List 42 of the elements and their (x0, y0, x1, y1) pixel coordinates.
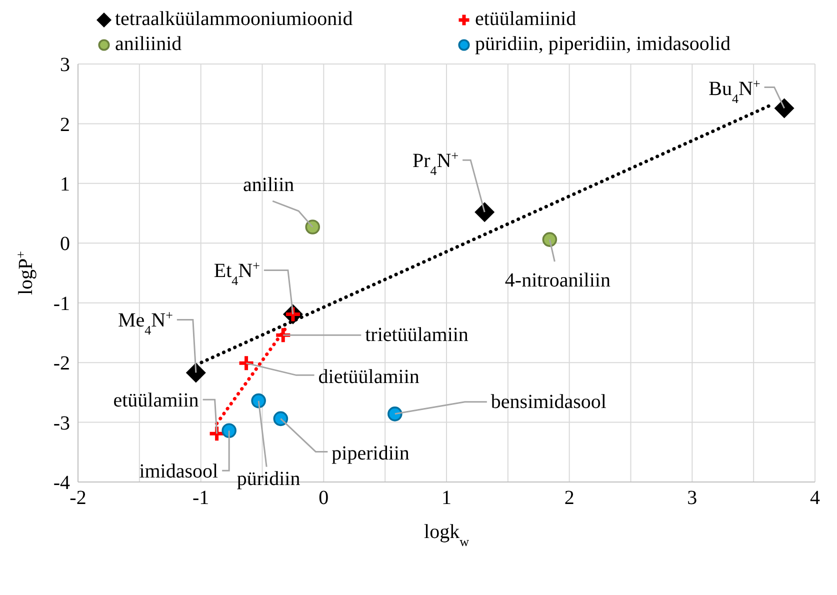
annotation: Me$_{4}$N$^{+}$ (118, 307, 173, 338)
x-axis-title: logk$_{w}$ (424, 521, 470, 548)
point (388, 406, 402, 422)
point (542, 232, 558, 247)
annotation: 4-nitroaniliin (504, 270, 610, 292)
point (305, 220, 320, 234)
y-tick-label: 0 (60, 233, 70, 256)
y-tick-label: -4 (53, 472, 70, 494)
legend-label: aniliinid (115, 33, 182, 56)
y-tick-label: 1 (60, 174, 70, 196)
annotation: dietüülamiin (318, 366, 420, 388)
legend-label: etüülamiinid (475, 8, 576, 31)
y-tick-label: -3 (53, 412, 70, 434)
annotation: etüülamiin (113, 390, 199, 412)
x-tick-label: -1 (192, 487, 210, 510)
x-tick-label: 1 (442, 487, 452, 510)
point (238, 354, 256, 372)
legend-label: tetraalküülammooniumioonid (115, 8, 353, 31)
point (186, 362, 206, 383)
annotation: bensimidasool (490, 390, 607, 413)
point (222, 423, 236, 438)
annotation: püridiin (236, 468, 300, 490)
y-tick-label: -2 (53, 352, 70, 375)
annotation: Bu$_{4}$N$^{+}$ (708, 76, 760, 106)
x-tick-label: 0 (318, 487, 329, 510)
annotation: piperidiin (332, 442, 410, 465)
y-tick-label: -1 (53, 292, 70, 315)
y-tick-label: 2 (60, 114, 70, 136)
point (251, 393, 266, 408)
y-tick-label: 3 (60, 54, 70, 76)
point (474, 202, 495, 222)
point (273, 411, 288, 426)
legend-label: püridiin, piperidiin, imidasoolid (475, 33, 731, 56)
x-tick-label: 3 (687, 487, 698, 510)
annotation: Et$_{4}$N$^{+}$ (214, 258, 260, 288)
annotation: trietüülamiin (365, 324, 468, 346)
annotation: aniliin (243, 174, 294, 196)
x-tick-label: 2 (564, 487, 574, 510)
x-tick-label: 4 (810, 487, 820, 510)
annotation: imidasool (139, 460, 219, 483)
point (774, 98, 794, 118)
annotation: Pr$_{4}$N$^{+}$ (412, 148, 459, 178)
